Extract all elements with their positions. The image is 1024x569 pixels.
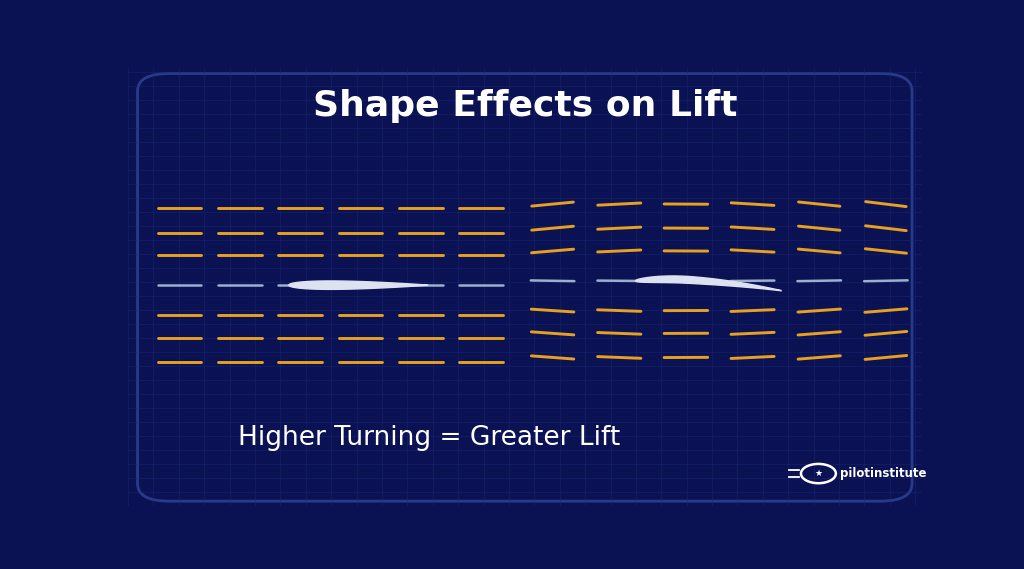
Text: Shape Effects on Lift: Shape Effects on Lift [312,89,737,122]
FancyBboxPatch shape [137,73,912,501]
Polygon shape [636,276,781,291]
Text: Higher Turning = Greater Lift: Higher Turning = Greater Lift [239,426,621,451]
Text: ★: ★ [814,469,822,478]
Polygon shape [289,281,428,290]
Text: pilotinstitute: pilotinstitute [840,467,927,480]
